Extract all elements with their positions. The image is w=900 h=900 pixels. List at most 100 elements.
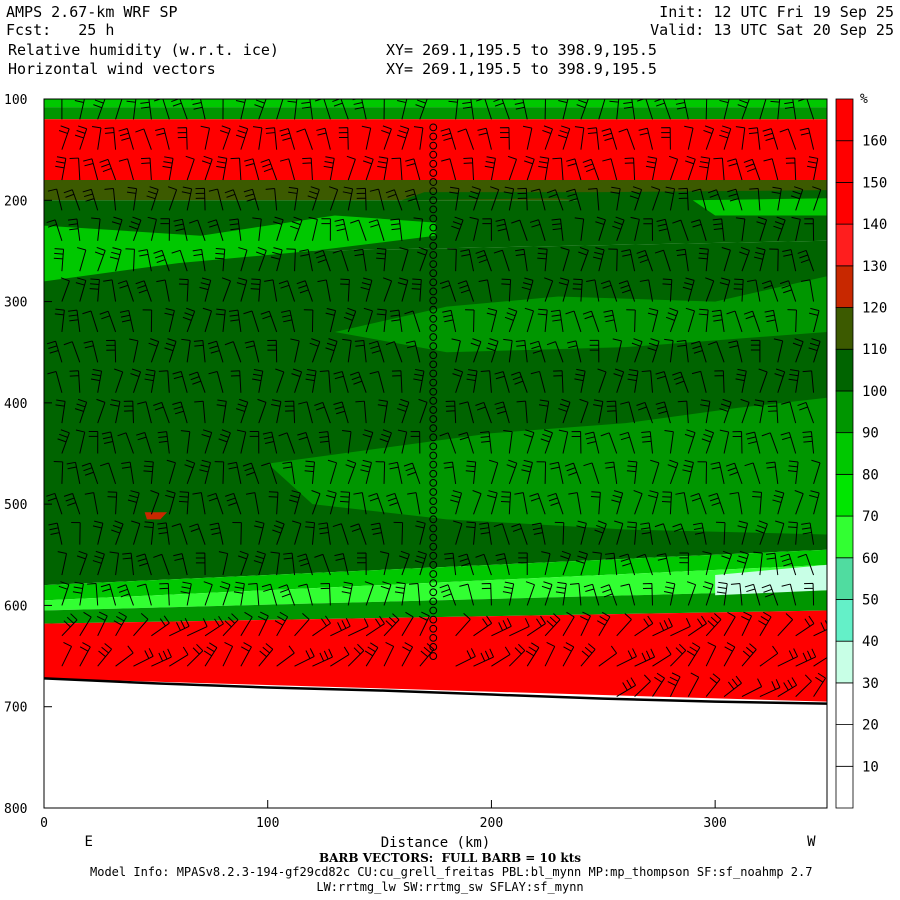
wind-barb-721 (732, 431, 743, 454)
wind-barb-478 (517, 187, 528, 211)
wind-barb-276 (298, 401, 313, 424)
wind-barb-246 (276, 645, 295, 667)
wind-barb-464 (503, 338, 513, 363)
wind-barb-672 (699, 156, 711, 181)
wind-barb-6 (60, 277, 70, 302)
wind-barb-435 (473, 615, 493, 637)
calm-wind-circle-44 (429, 524, 438, 533)
colorbar-swatch-7 (835, 473, 854, 517)
wind-barb-432 (466, 521, 476, 545)
y-tick-label-100: 100 (4, 93, 27, 108)
init-time: Init: 12 UTC Fri 19 Sep 25 (659, 3, 894, 21)
plot-frame (43, 98, 828, 809)
wind-barb-388 (405, 340, 421, 363)
wind-barb-233 (270, 247, 283, 272)
wind-barb-113 (151, 648, 172, 667)
wind-barb-725 (736, 550, 749, 576)
wind-barb-95 (139, 99, 152, 120)
wind-barb-73 (100, 583, 117, 606)
wind-barb-521 (546, 341, 564, 363)
wind-barb-425 (465, 309, 475, 332)
wind-barb-588 (616, 648, 637, 667)
wind-barb-703 (708, 492, 725, 515)
wind-barb-719 (735, 368, 747, 393)
wind-barb-360 (383, 642, 395, 667)
wind-barb-384 (413, 217, 423, 241)
wind-barb-62 (109, 247, 122, 272)
calm-wind-circle-57 (429, 643, 438, 651)
rh-layer-1 (44, 107, 827, 120)
wind-barb-531 (562, 642, 575, 667)
wind-barb-420 (463, 157, 475, 181)
wind-barb-696 (719, 277, 731, 302)
wind-barb-401 (441, 158, 457, 181)
wind-barb-59 (99, 158, 117, 181)
wind-barb-800 (797, 401, 815, 424)
wind-barb-310 (340, 278, 350, 302)
wind-barb-344 (377, 156, 389, 181)
wind-barb-482 (524, 307, 534, 333)
wind-barb-583 (611, 490, 624, 515)
wind-barb-307 (342, 186, 354, 211)
wind-barb-309 (332, 249, 349, 272)
wind-barb-527 (554, 521, 565, 545)
wind-barb-396 (408, 583, 421, 606)
wind-barb-661 (684, 429, 696, 454)
wind-barb-365 (390, 218, 403, 241)
wind-barb-752 (763, 158, 779, 181)
wind-barb-652 (685, 155, 696, 181)
wind-barb-590 (622, 99, 636, 120)
wind-barb-423 (460, 249, 475, 272)
calm-wind-circle-27 (429, 369, 438, 378)
wind-barb-49 (88, 430, 99, 454)
wind-barb-204 (232, 521, 242, 545)
wind-barb-437 (475, 99, 492, 120)
wind-barb-532 (576, 99, 589, 120)
wind-barb-1 (58, 125, 70, 150)
wind-barb-287 (323, 156, 335, 181)
wind-barb-107 (143, 460, 154, 484)
wind-barb-185 (209, 522, 224, 545)
wind-barb-452 (475, 553, 492, 576)
wind-barb-329 (360, 277, 373, 302)
wind-barb-537 (578, 246, 589, 272)
wind-barb-502 (529, 340, 546, 363)
colorbar-swatch-12 (835, 265, 854, 308)
cross-section-coords-2: XY= 269.1,195.5 to 398.9,195.5 (386, 60, 657, 78)
wind-barb-651 (684, 125, 694, 150)
calm-wind-circle-38 (429, 469, 438, 478)
calm-wind-circle-47 (429, 551, 438, 560)
wind-barb-732 (743, 158, 761, 181)
wind-barb-251 (290, 216, 303, 241)
wind-barb-795 (797, 249, 815, 272)
wind-barb-215 (250, 278, 261, 302)
wind-barb-575 (608, 248, 618, 272)
wind-barb-255 (290, 338, 300, 363)
wind-barb-300 (314, 553, 331, 576)
wind-barb-618 (647, 338, 660, 363)
wind-barb-499 (537, 247, 548, 272)
calm-wind-circle-18 (429, 287, 438, 296)
wind-barb-328 (353, 248, 367, 272)
wind-barb-252 (286, 248, 296, 272)
wind-barb-190 (235, 99, 247, 120)
wind-barb-723 (729, 492, 743, 515)
calm-wind-circle-31 (429, 406, 438, 414)
wind-barb-581 (600, 432, 618, 454)
wind-barb-399 (448, 99, 459, 120)
wind-barb-789 (795, 674, 812, 697)
wind-barb-709 (723, 675, 742, 697)
wind-barb-785 (780, 553, 797, 576)
calm-wind-circle-2 (429, 141, 438, 150)
wind-barb-434 (459, 583, 475, 606)
wind-barb-348 (382, 277, 393, 302)
wind-barb-326 (356, 187, 367, 211)
wind-barb-668 (686, 642, 701, 667)
wind-barb-570 (609, 99, 620, 120)
wind-barb-216 (243, 310, 260, 333)
wind-barb-604 (627, 521, 637, 545)
wind-barb-138 (171, 249, 188, 272)
wind-barb-381 (413, 126, 424, 150)
wind-barb-192 (230, 157, 242, 181)
wind-barb-131 (169, 617, 190, 637)
